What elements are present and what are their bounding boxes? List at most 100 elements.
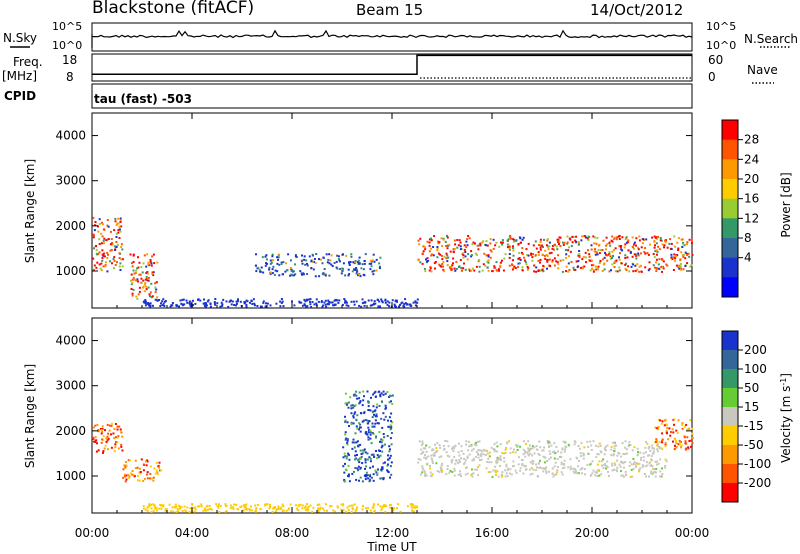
nave-label: Nave [747,63,778,77]
scatter-point [476,466,479,469]
scatter-point [635,237,638,240]
scatter-point [374,396,377,398]
scatter-point [256,305,259,307]
scatter-point [213,301,216,303]
scatter-point [282,261,285,264]
scatter-point [372,453,375,456]
scatter-point [144,304,147,307]
scatter-point [544,257,547,260]
scatter-point [367,477,370,480]
scatter-point [162,505,165,508]
scatter-point [546,238,549,241]
scatter-point [269,505,272,508]
scatter-point [597,265,600,268]
scatter-point [143,254,146,257]
scatter-point [154,507,157,510]
scatter-point [431,458,434,461]
scatter-point [655,439,658,442]
scatter-point [150,503,152,506]
scatter-point [563,463,566,466]
scatter-point [678,267,681,270]
scatter-point [390,443,393,446]
scatter-point [373,425,376,428]
scatter-point [422,447,425,450]
scatter-point [562,440,565,443]
scatter-point [471,468,473,471]
scatter-point [512,451,515,454]
scatter-point [396,300,398,303]
scatter-point [475,450,478,453]
scatter-point [366,452,369,455]
scatter-point [130,288,133,290]
scatter-point [355,267,358,269]
scatter-point [372,405,375,408]
scatter-point [573,472,576,474]
scatter-point [542,467,545,470]
scatter-point [95,245,98,247]
scatter-point [449,469,452,472]
scatter-point [690,264,693,267]
scatter-point [324,299,327,302]
scatter-point [114,443,117,446]
scatter-point [113,256,116,259]
scatter-point [628,441,631,444]
scatter-point [378,300,381,303]
scatter-point [596,253,599,256]
scatter-point [493,265,496,268]
scatter-point [371,259,374,262]
scatter-point [330,504,333,507]
scatter-point [661,439,664,442]
scatter-point [445,252,448,255]
scatter-point [463,462,465,465]
scatter-point [132,474,135,477]
scatter-point [351,472,354,475]
scatter-point [379,256,382,259]
scatter-point [527,242,530,245]
scatter-point [233,503,236,506]
scatter-point [597,249,600,252]
scatter-point [189,304,192,307]
scatter-point [579,455,582,458]
scatter-point [459,245,462,248]
scatter-point [148,293,151,296]
scatter-point [160,504,163,507]
scatter-point [210,508,213,511]
scatter-point [347,475,350,478]
scatter-point [548,458,551,461]
scatter-point [438,444,441,447]
scatter-point [458,239,461,242]
scatter-point [109,260,111,263]
scatter-point [123,464,126,467]
scatter-point [448,266,451,268]
scatter-point [375,471,378,474]
scatter-point [613,468,616,471]
scatter-point [487,261,490,264]
colorbar-tick-label: -50 [744,438,764,452]
scatter-point [156,473,159,476]
scatter-point [658,440,661,443]
scatter-point [477,453,480,456]
scatter-point [263,503,266,506]
scatter-point [528,444,531,447]
scatter-point [358,461,361,464]
scatter-point [534,254,537,257]
colorbar-segment [722,369,738,389]
scatter-point [284,270,287,273]
scatter-point [133,475,136,478]
scatter-point [432,246,435,248]
scatter-point [691,436,694,439]
scatter-point [149,291,152,294]
scatter-point [495,261,498,264]
scatter-point [555,245,558,248]
scatter-point [448,455,451,458]
scatter-point [441,245,443,247]
scatter-point [356,270,359,273]
scatter-point [499,455,502,458]
scatter-point [144,508,147,511]
scatter-point [459,470,461,473]
scatter-point [433,262,436,265]
station-title: Blackstone (fitACF) [92,0,254,18]
colorbar-tick-label: 50 [744,381,759,395]
scatter-point [344,455,347,458]
scatter-point [145,464,148,467]
